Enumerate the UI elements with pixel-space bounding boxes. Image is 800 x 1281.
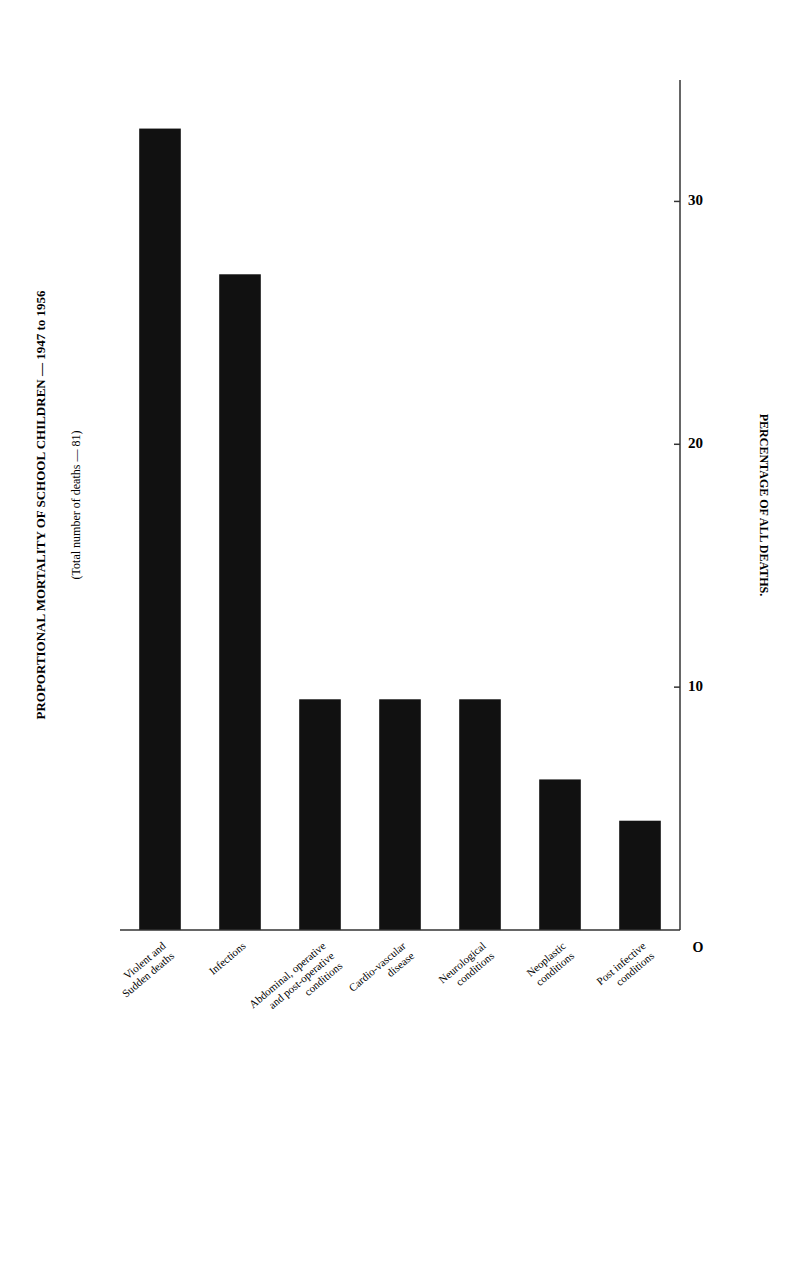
bar [539, 779, 581, 930]
bar [619, 821, 661, 930]
x-tick-label-line: disease [384, 949, 416, 979]
x-tick-label: Neoplasticconditions [524, 939, 576, 988]
bar [459, 699, 501, 930]
chart-svg: 10 20 30 O PERCENTAGE OF ALL DEATHS. Violent … [0, 0, 800, 1281]
subtitle: (Total number of deaths — 81) [69, 431, 83, 580]
y-tick-label: 10 [688, 678, 703, 694]
x-tick-label: Violent andSudden deaths [111, 939, 176, 1000]
bars [139, 129, 661, 930]
bar [139, 129, 181, 930]
x-tick-label: Infections [206, 939, 247, 976]
y-tick [674, 444, 680, 446]
x-tick-label-line: conditions [302, 959, 345, 998]
bar [219, 274, 261, 930]
annotation: O [693, 940, 704, 955]
x-tick-label-line: conditions [533, 949, 576, 988]
y-tick-label: 20 [688, 435, 703, 451]
bar [299, 699, 341, 930]
x-tick-label: Cardio-vasculardisease [346, 939, 416, 1004]
y-axis-line [679, 80, 681, 930]
y-tick-label: 30 [688, 192, 703, 208]
x-tick-label-line: Sudden deaths [120, 949, 177, 999]
y-tick [674, 686, 680, 688]
title: PROPORTIONAL MORTALITY OF SCHOOL CHILDRE… [33, 290, 48, 720]
x-axis-line [120, 929, 680, 931]
x-tick-label: Neurologicalconditions [436, 939, 496, 995]
chart-container: 10 20 30 O PERCENTAGE OF ALL DEATHS. Violent … [0, 0, 800, 1281]
x-tick-label: Post infectiveconditions [594, 939, 656, 997]
y-axis-label: PERCENTAGE OF ALL DEATHS. [757, 414, 771, 596]
x-tick-label: Abdominal, operativeand post-operativeco… [247, 939, 345, 1030]
x-tick-label-line: conditions [613, 949, 656, 988]
y-tick [674, 201, 680, 203]
x-tick-label-line: Infections [206, 939, 247, 976]
bar [379, 699, 421, 930]
x-tick-label-line: conditions [453, 949, 496, 988]
